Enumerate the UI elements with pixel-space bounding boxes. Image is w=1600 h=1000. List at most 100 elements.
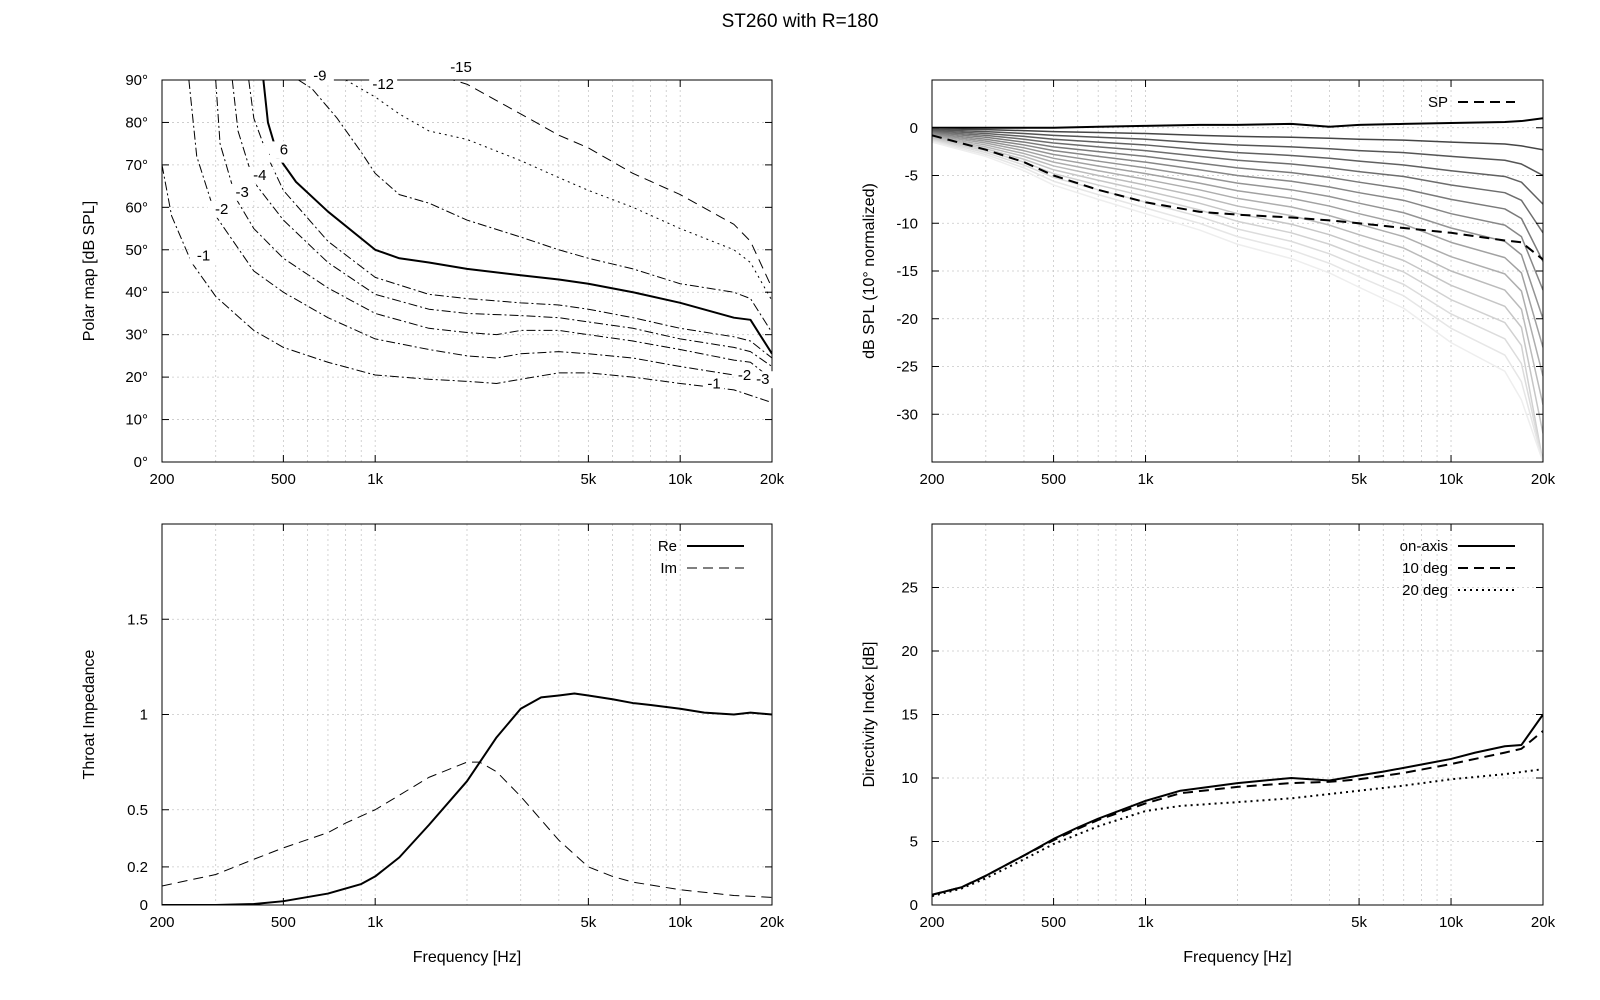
polar-ytick-label: 0° (134, 454, 148, 471)
normalized-ytick-label: -20 (896, 311, 918, 328)
normalized-xtick-label: 1k (1138, 471, 1154, 488)
impedance-ytick-label: 1.5 (127, 611, 148, 628)
normalized-xtick-label: 20k (1531, 471, 1556, 488)
contour-label: -2 (738, 367, 751, 384)
polar-series-8 (428, 80, 772, 289)
contour-label: 6 (280, 141, 288, 158)
impedance-chart: 200 500 1k 5k 10k 20k 0 0.2 0.5 1 1.5 Throat Impeda… (81, 523, 785, 966)
impedance-ytick-label: 0.2 (127, 859, 148, 876)
impedance-xtick-label: 20k (760, 914, 785, 931)
normalized-series-0 (932, 117, 1543, 129)
polar-series-3 (231, 80, 772, 367)
contour-label-bg (245, 166, 274, 184)
directivity-xtick-label: 500 (1041, 914, 1066, 931)
impedance-ytick-label: 0.5 (127, 802, 148, 819)
directivity-series-20-deg (932, 768, 1543, 898)
polar-ylabel: Polar map [dB SPL] (81, 201, 98, 342)
impedance-xlabel: Frequency [Hz] (413, 949, 521, 966)
contour-label: -9 (313, 67, 326, 84)
polar-ytick-label: 90° (125, 72, 148, 89)
normalized-series-6 (932, 132, 1543, 291)
directivity-legend-label: 10 deg (1402, 560, 1448, 577)
normalized-ytick-label: -10 (896, 215, 918, 232)
normalized-ytick-label: -30 (896, 406, 918, 423)
impedance-series-Im (162, 761, 772, 898)
contour-label-bg (305, 67, 334, 85)
directivity-ytick-label: 25 (901, 580, 918, 597)
panels: 200 500 1k 5k 10k 20k0°10°20°30°40°50°60°70°8… (81, 59, 1556, 966)
normalized-series-1 (932, 127, 1543, 151)
polar-series-5 (262, 80, 772, 355)
directivity-ylabel: Directivity Index [dB] (861, 642, 878, 788)
polar-series-4 (248, 80, 772, 359)
normalized-ytick-label: -15 (896, 263, 918, 280)
directivity-ytick-label: 15 (901, 707, 918, 724)
normalized-ylabel: dB SPL (10° normalized) (861, 183, 878, 359)
polar-ytick-label: 10° (125, 412, 148, 429)
contour-label: -4 (253, 167, 266, 184)
polar-series-2 (215, 80, 772, 380)
normalized-ytick-label: -25 (896, 359, 918, 376)
impedance-legend-label: Im (660, 560, 677, 577)
directivity-xtick-label: 200 (919, 914, 944, 931)
impedance-series-Re (162, 692, 772, 905)
normalized-series-11 (932, 137, 1543, 434)
normalized-series-14 (932, 140, 1543, 462)
normalized-series-2 (932, 128, 1543, 177)
polar-series-6 (298, 80, 772, 333)
polar-xtick-label: 200 (149, 471, 174, 488)
polar-xtick-label: 500 (271, 471, 296, 488)
polar-ytick-label: 80° (125, 114, 148, 131)
normalized-series-3 (932, 129, 1543, 205)
directivity-series-on-axis (932, 713, 1543, 896)
directivity-ytick-label: 10 (901, 770, 918, 787)
directivity-legend-label: on-axis (1400, 538, 1448, 555)
normalized-series-10 (932, 136, 1543, 405)
directivity-chart: 200 500 1k 5k 10k 20k 0 5 10 15 20 25 Directivity In… (861, 523, 1556, 966)
polar-xtick-label: 20k (760, 471, 785, 488)
normalized-legend-label: SP (1428, 94, 1448, 111)
directivity-legend-label: 20 deg (1402, 582, 1448, 599)
normalized-series-SP (932, 134, 1543, 261)
normalized-series-8 (932, 134, 1543, 348)
impedance-ylabel: Throat Impedance (81, 649, 98, 779)
contour-label-bg (369, 75, 398, 93)
directivity-xtick-label: 20k (1531, 914, 1556, 931)
directivity-ytick-label: 0 (910, 897, 918, 914)
polar-xtick-label: 10k (668, 471, 693, 488)
impedance-ytick-label: 0 (140, 897, 148, 914)
directivity-series-10-deg (932, 730, 1543, 896)
polar-series-0 (162, 164, 772, 404)
impedance-xtick-label: 1k (367, 914, 383, 931)
impedance-xtick-label: 10k (668, 914, 693, 931)
impedance-legend-label: Re (658, 538, 677, 555)
polar-ytick-label: 20° (125, 369, 148, 386)
contour-label: -15 (450, 59, 472, 76)
normalized-series-13 (932, 139, 1543, 462)
polar-ytick-label: 70° (125, 157, 148, 174)
directivity-xtick-label: 1k (1138, 914, 1154, 931)
normalized-chart: 200 500 1k 5k 10k 20k 0 -5 -10 -15 -20 -25 -30 dB SPL… (861, 79, 1556, 488)
normalized-series-5 (932, 131, 1543, 262)
polar-xtick-label: 1k (367, 471, 383, 488)
contour-label: -3 (756, 371, 769, 388)
normalized-xtick-label: 5k (1351, 471, 1367, 488)
normalized-series-9 (932, 135, 1543, 377)
polar-ytick-label: 30° (125, 327, 148, 344)
normalized-ytick-label: -5 (905, 168, 918, 185)
impedance-xtick-label: 500 (271, 914, 296, 931)
normalized-xtick-label: 200 (919, 471, 944, 488)
contour-label-bg (704, 375, 725, 393)
polar-series-1 (188, 80, 772, 389)
impedance-xtick-label: 200 (149, 914, 174, 931)
contour-label-bg (752, 371, 773, 389)
directivity-ytick-label: 5 (910, 834, 918, 851)
contour-label-bg (189, 247, 218, 265)
normalized-series-7 (932, 133, 1543, 319)
contour-label: -1 (197, 248, 210, 265)
impedance-xtick-label: 5k (580, 914, 596, 931)
directivity-xlabel: Frequency [Hz] (1183, 949, 1291, 966)
directivity-xtick-label: 10k (1439, 914, 1464, 931)
